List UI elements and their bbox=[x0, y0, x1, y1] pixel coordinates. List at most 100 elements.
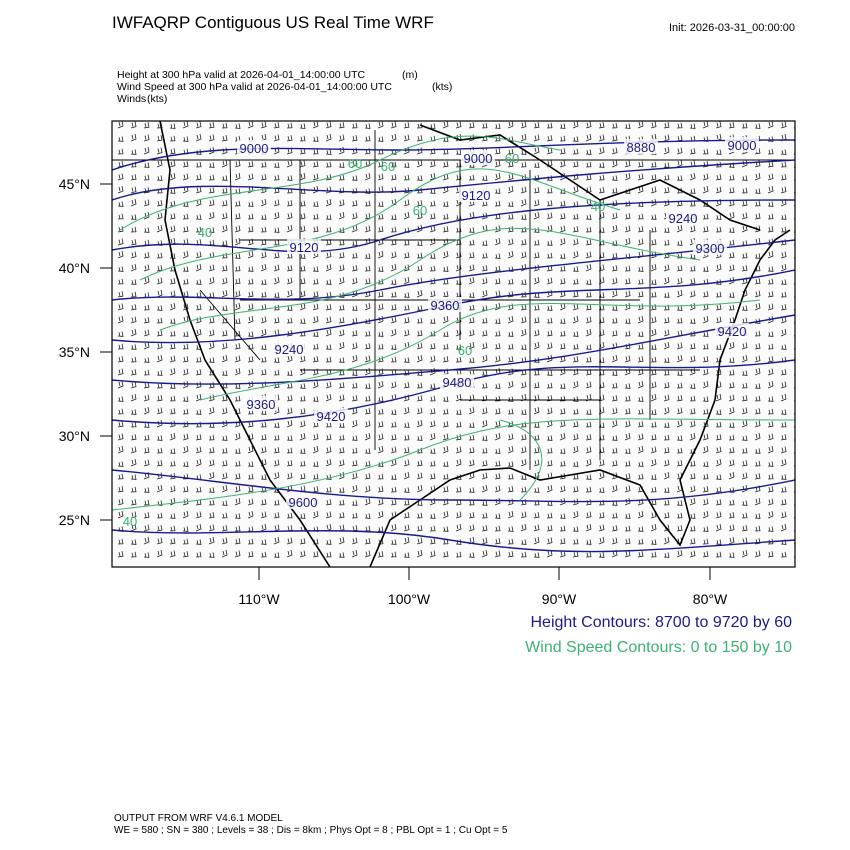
barb bbox=[780, 291, 787, 298]
barb bbox=[728, 292, 735, 298]
barb bbox=[143, 512, 150, 519]
barb bbox=[325, 198, 332, 207]
barb bbox=[377, 266, 384, 272]
barb bbox=[429, 513, 436, 519]
barb bbox=[156, 549, 163, 558]
barb bbox=[247, 538, 254, 545]
barb bbox=[260, 523, 267, 532]
barb bbox=[585, 239, 592, 246]
barb bbox=[442, 278, 449, 285]
barb bbox=[312, 331, 319, 337]
barb bbox=[221, 549, 228, 558]
barb bbox=[741, 175, 748, 181]
barb bbox=[572, 433, 579, 441]
barb bbox=[117, 445, 124, 454]
barb bbox=[325, 539, 332, 545]
barb bbox=[468, 252, 475, 259]
barb bbox=[182, 161, 189, 168]
barb bbox=[364, 485, 371, 493]
barb bbox=[494, 302, 501, 311]
barb bbox=[650, 474, 657, 480]
barb bbox=[728, 512, 735, 519]
barb bbox=[377, 291, 384, 298]
barb bbox=[754, 123, 761, 129]
barb bbox=[546, 277, 553, 285]
barb bbox=[637, 331, 644, 337]
barb bbox=[442, 343, 449, 350]
barb bbox=[117, 473, 124, 480]
barb bbox=[481, 512, 488, 519]
barb bbox=[741, 500, 748, 506]
barb bbox=[182, 538, 189, 545]
barb bbox=[286, 224, 293, 233]
barb bbox=[507, 380, 514, 389]
barb bbox=[156, 159, 163, 168]
barb bbox=[494, 265, 501, 272]
barb bbox=[182, 526, 189, 532]
barb bbox=[351, 252, 358, 259]
barb bbox=[624, 318, 631, 324]
barb bbox=[637, 421, 644, 428]
barb bbox=[507, 173, 514, 181]
barb bbox=[468, 174, 475, 181]
barb bbox=[741, 342, 748, 350]
barb bbox=[260, 226, 267, 233]
barb bbox=[780, 263, 787, 272]
barb bbox=[429, 225, 436, 233]
barb bbox=[546, 135, 553, 142]
barb bbox=[533, 276, 540, 285]
barb bbox=[377, 303, 384, 311]
barb bbox=[650, 369, 657, 376]
barb bbox=[195, 133, 202, 142]
barb bbox=[143, 162, 150, 168]
barb bbox=[403, 524, 410, 532]
barb bbox=[494, 148, 501, 155]
barb bbox=[429, 432, 436, 441]
barb bbox=[728, 252, 735, 259]
barb bbox=[130, 421, 137, 428]
barb bbox=[338, 162, 345, 168]
barb bbox=[572, 226, 579, 233]
barb bbox=[273, 357, 280, 363]
barb bbox=[767, 161, 774, 168]
barb bbox=[442, 148, 449, 155]
barb bbox=[364, 343, 371, 350]
barb bbox=[377, 173, 384, 181]
barb bbox=[208, 329, 215, 337]
barb bbox=[260, 409, 267, 415]
axes: 45°N 40°N 35°N 30°N 25°N 110°W 100°W 90°W 80°W bbox=[59, 176, 728, 607]
barb bbox=[689, 355, 696, 363]
barb bbox=[663, 329, 670, 337]
barb bbox=[754, 302, 761, 311]
barb bbox=[780, 421, 787, 428]
barb bbox=[442, 421, 449, 428]
barb bbox=[169, 448, 176, 454]
barb bbox=[741, 549, 748, 558]
barb bbox=[312, 343, 319, 350]
barb bbox=[741, 370, 748, 376]
barb bbox=[546, 317, 553, 324]
barb bbox=[520, 381, 527, 389]
barb bbox=[143, 227, 150, 233]
barb bbox=[286, 354, 293, 363]
barb bbox=[650, 328, 657, 337]
barb bbox=[117, 238, 124, 246]
barb bbox=[221, 212, 228, 220]
barb bbox=[676, 289, 683, 298]
barb bbox=[468, 292, 475, 298]
barb bbox=[650, 356, 657, 363]
barb bbox=[663, 422, 670, 428]
barb bbox=[611, 305, 618, 311]
barb bbox=[130, 174, 137, 181]
barb bbox=[299, 420, 306, 428]
barb bbox=[338, 252, 345, 259]
barb bbox=[494, 513, 501, 519]
barb bbox=[182, 173, 189, 181]
barb bbox=[156, 305, 163, 311]
barb bbox=[442, 315, 449, 324]
barb bbox=[611, 159, 618, 168]
barb bbox=[767, 473, 774, 480]
barb bbox=[364, 302, 371, 311]
barb bbox=[286, 277, 293, 285]
barb bbox=[377, 421, 384, 428]
